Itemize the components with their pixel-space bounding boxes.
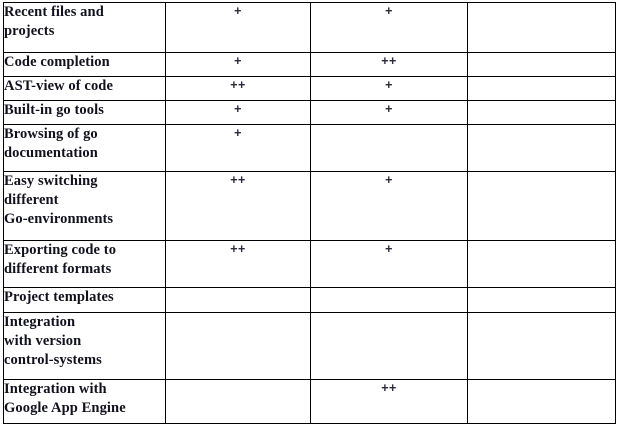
table-row: Easy switching different Go-environments… [3,171,616,241]
rating-cell-col3 [310,312,468,380]
rating-cell-col4 [467,240,616,288]
rating-cell-col3 [310,287,468,313]
rating-cell-col3 [310,124,468,172]
rating-cell-col2: + [165,52,311,77]
feature-label-cell: Easy switching different Go-environments [3,171,166,241]
rating-cell-col2: + [165,124,311,172]
rating-cell-col3: + [310,171,468,241]
rating-cell-col4 [467,379,616,424]
rating-cell-col2: ++ [165,240,311,288]
rating-cell-col4 [467,52,616,77]
rating-cell-col2 [165,379,311,424]
feature-label-cell: Integration with version control-systems [3,312,166,380]
table-row: Project templates [3,287,616,313]
rating-cell-col2: + [165,2,311,53]
feature-label-cell: Integration with Google App Engine [3,379,166,424]
comparison-table-container: Recent files and projects + + Code compl… [3,2,616,424]
rating-cell-col4 [467,171,616,241]
table-row: Code completion + ++ [3,52,616,77]
feature-label-cell: Browsing of go documentation [3,124,166,172]
feature-label-cell: Recent files and projects [3,2,166,53]
feature-label-cell: Code completion [3,52,166,77]
feature-comparison-table: Recent files and projects + + Code compl… [3,2,616,424]
table-row: Browsing of go documentation + [3,124,616,172]
rating-cell-col2: ++ [165,171,311,241]
table-row: Integration with version control-systems [3,312,616,380]
rating-cell-col4 [467,312,616,380]
rating-cell-col2 [165,312,311,380]
rating-cell-col3: + [310,240,468,288]
rating-cell-col2: + [165,100,311,125]
rating-cell-col2 [165,287,311,313]
table-row: AST-view of code ++ + [3,76,616,101]
feature-label-cell: Built-in go tools [3,100,166,125]
table-row: Built-in go tools + + [3,100,616,125]
rating-cell-col3: ++ [310,379,468,424]
rating-cell-col2: ++ [165,76,311,101]
rating-cell-col3: ++ [310,52,468,77]
rating-cell-col4 [467,100,616,125]
table-row: Integration with Google App Engine ++ [3,379,616,424]
feature-label-cell: AST-view of code [3,76,166,101]
feature-label-cell: Project templates [3,287,166,313]
table-body: Recent files and projects + + Code compl… [3,2,616,424]
table-row: Recent files and projects + + [3,2,616,53]
table-row: Exporting code to different formats ++ + [3,240,616,288]
rating-cell-col4 [467,76,616,101]
rating-cell-col4 [467,2,616,53]
rating-cell-col3: + [310,100,468,125]
rating-cell-col4 [467,124,616,172]
feature-label-cell: Exporting code to different formats [3,240,166,288]
rating-cell-col3: + [310,2,468,53]
rating-cell-col3: + [310,76,468,101]
rating-cell-col4 [467,287,616,313]
